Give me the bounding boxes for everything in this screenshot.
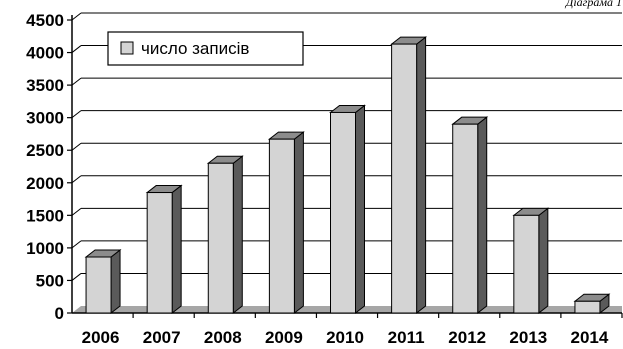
bar-front xyxy=(513,214,540,314)
bar-2010 xyxy=(329,104,366,315)
gridline-slant xyxy=(71,12,82,21)
bar-side xyxy=(416,36,427,315)
legend: число записів xyxy=(107,31,304,66)
y-tick-label: 4500 xyxy=(26,11,64,30)
x-tick-label: 2009 xyxy=(265,328,303,347)
y-tick-label: 500 xyxy=(36,271,64,290)
y-tick-label: 2000 xyxy=(26,174,64,193)
gridline-slant xyxy=(71,45,82,53)
x-tick-label: 2014 xyxy=(571,328,609,347)
bar-side xyxy=(293,131,304,315)
legend-swatch xyxy=(120,41,134,55)
bar-side xyxy=(477,116,488,315)
gridline-slant xyxy=(71,175,82,184)
x-tick-label: 2010 xyxy=(326,328,364,347)
gridline-slant xyxy=(71,240,82,249)
gridline-slant xyxy=(71,207,82,216)
bar-side xyxy=(232,155,243,315)
bar-2014 xyxy=(573,293,611,315)
bar-2013 xyxy=(512,207,550,315)
bar-2006 xyxy=(84,248,122,315)
bar-front xyxy=(146,192,173,314)
bar-front xyxy=(207,162,234,314)
legend-label: число записів xyxy=(141,39,249,58)
x-tick-label: 2006 xyxy=(82,328,120,347)
y-tick-label: 1500 xyxy=(26,206,64,225)
gridline-slant xyxy=(71,273,82,281)
bar-front xyxy=(330,111,356,314)
y-tick-label: 2500 xyxy=(26,141,64,160)
bar-front xyxy=(268,138,295,314)
bar-side xyxy=(355,104,365,315)
x-tick-label: 2007 xyxy=(143,328,181,347)
bar-front xyxy=(85,256,112,314)
y-tick-label: 1000 xyxy=(26,239,64,258)
bar-front xyxy=(452,123,479,314)
y-axis-tick-labels: 0 500 1000 1500 2000 2500 3000 3500 4000 4500 xyxy=(26,11,64,323)
gridline-slant xyxy=(71,142,82,151)
chart-title: Діаграма 1 xyxy=(565,0,622,9)
x-tick-label: 2008 xyxy=(204,328,242,347)
bar-2011 xyxy=(390,36,428,315)
bar-front xyxy=(574,300,601,314)
x-tick-label: 2013 xyxy=(509,328,547,347)
gridline-slant xyxy=(71,110,82,119)
bar-side xyxy=(538,207,549,315)
x-tick-label: 2011 xyxy=(388,328,425,347)
bar-2012 xyxy=(451,116,489,315)
y-tick-label: 3000 xyxy=(26,109,64,128)
x-axis-tick-labels: 2006 2007 2008 2009 2010 2011 2012 2013 2014 xyxy=(82,313,623,347)
bar-2007 xyxy=(145,184,183,315)
bar-side xyxy=(171,184,182,315)
bars xyxy=(84,36,611,315)
legend-box xyxy=(107,31,304,66)
y-tick-label: 0 xyxy=(55,304,64,323)
bar-side xyxy=(110,248,121,315)
y-tick-label: 4000 xyxy=(26,44,64,63)
y-tick-label: 3500 xyxy=(26,76,64,95)
gridline-slant xyxy=(71,77,82,86)
x-tick-label: 2012 xyxy=(448,328,486,347)
bar-2009 xyxy=(267,131,305,315)
bar-front xyxy=(391,43,418,314)
bar-2008 xyxy=(206,155,244,315)
